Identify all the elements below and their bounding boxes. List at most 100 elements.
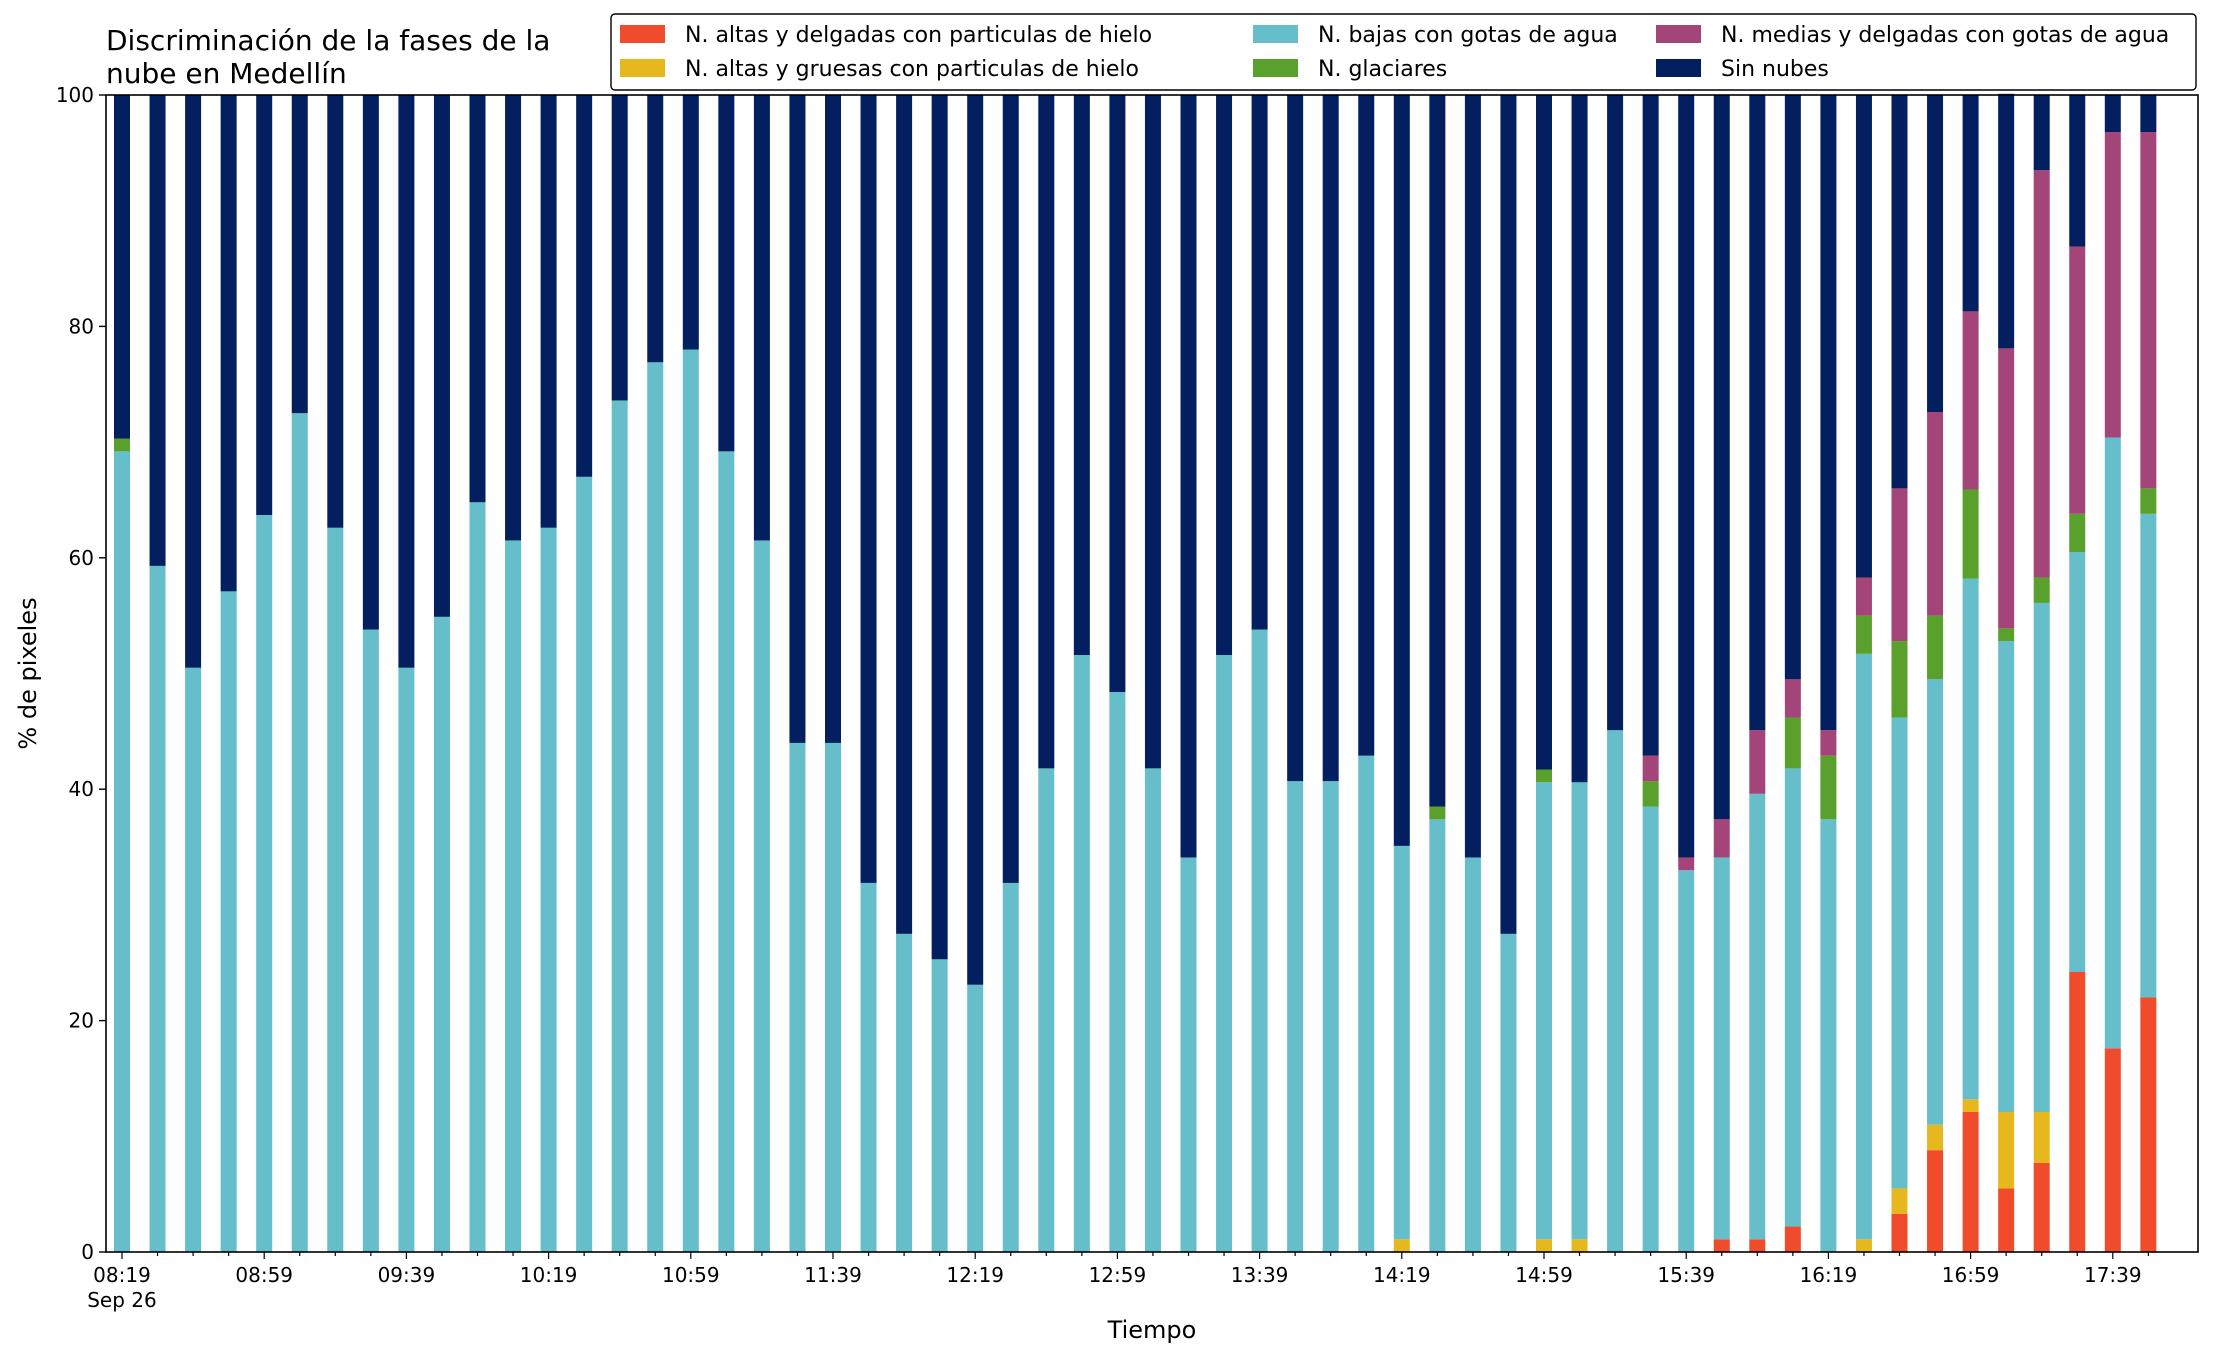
- bar-segment-0-series-3: [114, 438, 130, 452]
- bar-segment-56-series-4: [2104, 132, 2121, 438]
- bar-segment-43-series-5: [1642, 95, 1659, 756]
- x-tick-label: 12:59: [1089, 1263, 1147, 1287]
- x-tick-label: 14:19: [1373, 1263, 1431, 1287]
- x-tick-label: 12:19: [946, 1263, 1004, 1287]
- bar-segment-51-series-4: [1927, 412, 1944, 616]
- bar-segment-7-series-5: [362, 95, 379, 630]
- bar-segment-27-series-2: [1073, 654, 1090, 1252]
- bar-segment-47-series-2: [1784, 768, 1801, 1227]
- bar-segment-50-series-1: [1891, 1188, 1908, 1214]
- bar-segment-52-series-3: [1962, 489, 1979, 579]
- bar-segment-38-series-2: [1464, 857, 1481, 1252]
- bar-segment-51-series-2: [1927, 679, 1944, 1125]
- bar-segment-55-series-0: [2069, 972, 2086, 1252]
- x-tick-label: 08:19: [93, 1263, 151, 1287]
- bar-segment-36-series-5: [1393, 95, 1410, 846]
- bar-segment-43-series-4: [1642, 755, 1659, 782]
- y-axis-label: % de pixeles: [14, 597, 42, 749]
- bar-segment-47-series-5: [1784, 95, 1801, 680]
- bar-segment-3-series-5: [220, 95, 237, 592]
- bar-segment-52-series-5: [1962, 95, 1979, 312]
- x-tick-label: 13:39: [1231, 1263, 1289, 1287]
- bar-segment-9-series-5: [433, 95, 450, 617]
- bar-segment-54-series-5: [2033, 95, 2050, 171]
- bar-segment-45-series-4: [1713, 819, 1730, 858]
- bar-segment-19-series-5: [789, 95, 806, 743]
- bar-segment-29-series-5: [1144, 95, 1161, 769]
- bar-segment-55-series-3: [2069, 513, 2086, 553]
- bar-segment-14-series-2: [611, 400, 628, 1252]
- bar-segment-51-series-1: [1927, 1124, 1944, 1151]
- bar-segment-54-series-1: [2033, 1112, 2050, 1163]
- bar-segment-40-series-3: [1536, 769, 1552, 783]
- bar-segment-18-series-2: [753, 540, 770, 1252]
- legend-swatch: [1656, 25, 1701, 43]
- bar-segment-34-series-5: [1322, 95, 1339, 782]
- bar-segment-30-series-2: [1180, 857, 1197, 1252]
- bar-segment-45-series-0: [1713, 1239, 1730, 1252]
- bar-segment-8-series-5: [398, 95, 415, 668]
- bar-segment-15-series-2: [647, 362, 664, 1252]
- y-tick-label: 60: [69, 546, 94, 570]
- bar-segment-56-series-0: [2104, 1048, 2121, 1252]
- bar-segment-18-series-5: [753, 95, 770, 541]
- bar-segment-43-series-2: [1642, 806, 1659, 1252]
- bar-segment-22-series-2: [896, 933, 913, 1252]
- bar-segment-16-series-5: [682, 95, 699, 350]
- chart-title: Discriminación de la fases de la nube en…: [106, 24, 550, 90]
- bar-segment-0-series-5: [114, 95, 130, 439]
- bar-segment-24-series-5: [967, 95, 984, 985]
- x-tick-label: 11:39: [804, 1263, 862, 1287]
- bar-segment-32-series-5: [1251, 95, 1268, 630]
- bar-segment-47-series-3: [1784, 717, 1801, 769]
- y-axis: 0 20 40 60 80 100: [56, 83, 106, 1264]
- bar-segment-50-series-0: [1891, 1213, 1908, 1252]
- bar-segment-51-series-5: [1927, 95, 1944, 413]
- bar-segment-6-series-2: [327, 527, 344, 1252]
- bar-segment-55-series-5: [2069, 95, 2086, 247]
- bar-segment-48-series-4: [1820, 730, 1837, 756]
- legend-swatch: [1253, 59, 1298, 77]
- bar-segment-36-series-1: [1393, 1239, 1410, 1252]
- bar-segment-29-series-2: [1144, 768, 1161, 1252]
- bar-segment-46-series-5: [1749, 95, 1766, 731]
- bar-segment-2-series-2: [185, 667, 202, 1252]
- x-tick-label: 10:19: [520, 1263, 578, 1287]
- bar-segment-11-series-2: [505, 540, 522, 1252]
- bar-segment-11-series-5: [505, 95, 522, 541]
- bar-segment-17-series-2: [718, 451, 735, 1252]
- y-tick-label: 100: [56, 83, 94, 107]
- bar-segment-33-series-2: [1287, 781, 1304, 1252]
- bar-segment-51-series-0: [1927, 1150, 1944, 1252]
- bar-segment-49-series-3: [1855, 615, 1872, 654]
- bar-segment-53-series-2: [1998, 641, 2015, 1112]
- legend-label: N. glaciares: [1318, 57, 1447, 82]
- bar-segment-5-series-2: [291, 413, 308, 1252]
- x-tick-sublabel: Sep 26: [87, 1288, 157, 1312]
- x-tick-label: 17:39: [2084, 1263, 2142, 1287]
- y-tick-label: 80: [69, 314, 94, 338]
- bar-segment-56-series-5: [2104, 95, 2121, 133]
- bar-segment-20-series-2: [825, 742, 841, 1252]
- bar-segment-49-series-1: [1855, 1239, 1872, 1252]
- legend: N. altas y delgadas con particulas de hi…: [610, 13, 2197, 91]
- bar-segment-41-series-1: [1571, 1239, 1588, 1252]
- x-tick-label: 16:19: [1800, 1263, 1858, 1287]
- bar-segment-1-series-5: [149, 95, 166, 566]
- bar-segment-10-series-5: [469, 95, 486, 503]
- bar-segment-49-series-2: [1855, 653, 1872, 1240]
- bar-segment-41-series-5: [1571, 95, 1588, 783]
- bar-segment-53-series-1: [1998, 1112, 2015, 1189]
- bar-segment-28-series-2: [1109, 692, 1126, 1252]
- plot-frame: [105, 94, 2199, 1253]
- bar-segment-12-series-5: [540, 95, 557, 528]
- bar-segment-52-series-1: [1962, 1099, 1979, 1113]
- legend-label: N. altas y delgadas con particulas de hi…: [685, 23, 1152, 48]
- bar-segment-35-series-5: [1358, 95, 1375, 756]
- legend-swatch: [1253, 25, 1298, 43]
- bar-segment-33-series-5: [1287, 95, 1304, 782]
- bar-segment-52-series-2: [1962, 578, 1979, 1100]
- bar-segment-48-series-3: [1820, 755, 1837, 820]
